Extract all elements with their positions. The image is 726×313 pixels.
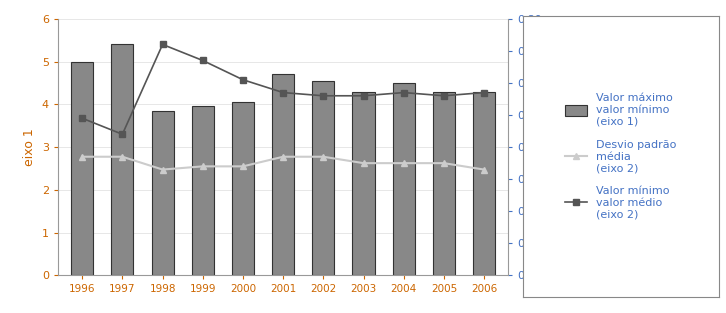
Bar bbox=[111, 44, 134, 275]
Bar bbox=[473, 91, 495, 275]
Y-axis label: eixo 1: eixo 1 bbox=[23, 128, 36, 166]
Bar bbox=[272, 74, 294, 275]
Bar bbox=[312, 81, 335, 275]
Bar bbox=[152, 111, 174, 275]
Y-axis label: eixo 2: eixo 2 bbox=[547, 128, 560, 166]
Bar bbox=[433, 91, 455, 275]
Bar bbox=[232, 102, 254, 275]
Bar bbox=[352, 91, 375, 275]
Bar bbox=[192, 106, 214, 275]
Legend: Valor máximo
valor mínimo
(eixo 1), Desvio padrão
média
(eixo 2), Valor mínimo
v: Valor máximo valor mínimo (eixo 1), Desv… bbox=[560, 88, 682, 225]
Bar bbox=[71, 62, 93, 275]
Bar bbox=[393, 83, 415, 275]
